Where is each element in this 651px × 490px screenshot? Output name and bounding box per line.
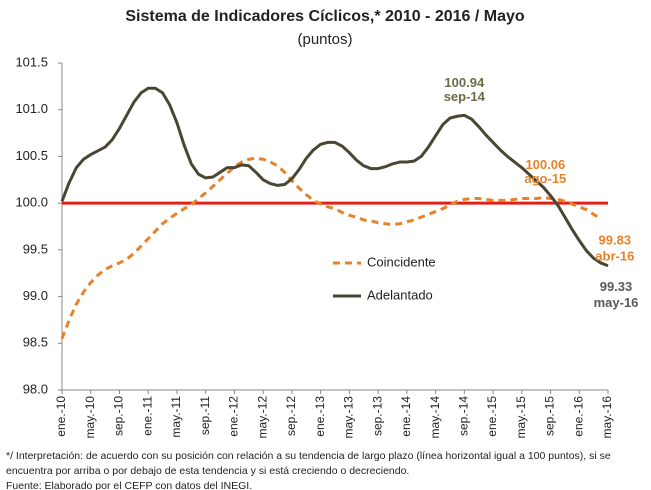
annotation-value: 100.06 [525,157,565,172]
footnote: */ Interpretación: de acuerdo con su pos… [6,450,611,462]
x-tick-label: sep.-10 [112,396,126,436]
x-tick-label: ene.-12 [227,396,241,437]
y-tick-label: 99.0 [23,288,48,303]
x-tick-label: ene.-15 [485,396,499,437]
footnote: Fuente: Elaborado por el CEFP con datos … [6,480,252,490]
chart-title: Sistema de Indicadores Cíclicos,* 2010 -… [125,8,525,25]
x-tick-label: ene.-16 [571,396,585,437]
chart-subtitle: (puntos) [297,31,352,48]
footnote: encuentra por arriba o por debajo de est… [6,465,409,477]
x-tick-label: sep.-11 [198,396,212,435]
x-tick-label: ene.-11 [140,396,154,436]
legend-label: Coincidente [367,254,436,269]
x-tick-label: sep.-13 [370,396,384,436]
annotation-date: sep-14 [444,89,486,104]
x-tick-label: sep.-12 [284,396,298,436]
x-tick-label: ene.-13 [313,396,327,437]
legend-label: Adelantado [367,287,433,302]
y-tick-label: 101.5 [15,54,48,69]
y-tick-label: 98.5 [23,335,48,350]
annotation-date: abr-16 [595,248,634,263]
x-tick-label: may.-13 [342,396,356,439]
series-line [60,86,609,268]
y-tick-label: 101.0 [15,101,48,116]
y-tick-label: 100.0 [15,195,48,210]
y-tick-label: 100.5 [15,148,48,163]
annotation-value: 99.33 [600,279,633,294]
y-tick-label: 98.0 [23,381,48,396]
x-tick-label: may.-11 [169,396,183,438]
x-tick-label: sep.-14 [456,396,470,436]
annotation-date: may-16 [594,295,639,310]
y-tick-label: 99.5 [23,241,48,256]
x-tick-label: may.-10 [83,396,97,439]
x-tick-label: sep.-15 [543,396,557,436]
annotation-value: 99.83 [599,232,632,247]
x-tick-label: ene.-10 [54,396,68,437]
x-tick-label: may.-15 [514,396,528,439]
x-tick-label: may.-16 [600,396,614,439]
x-tick-label: ene.-14 [399,396,413,437]
series-line [60,156,602,340]
annotation-value: 100.94 [444,75,485,90]
annotation-date: ago-15 [524,171,566,186]
x-tick-label: may.-14 [428,396,442,439]
x-tick-label: may.-12 [255,396,269,439]
